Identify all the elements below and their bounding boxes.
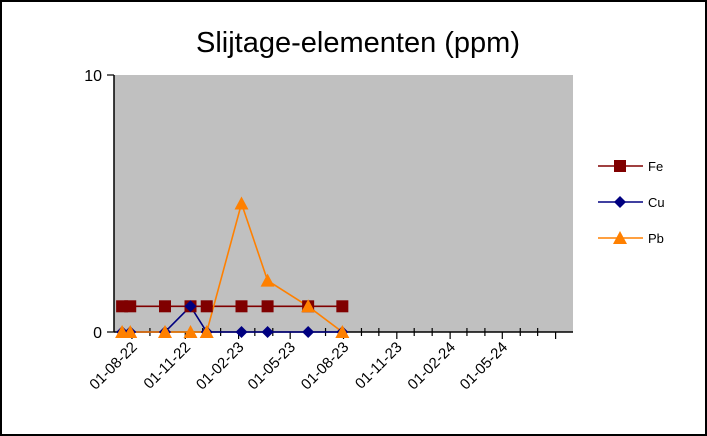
legend-marker-fe <box>614 160 626 172</box>
data-point-pb <box>234 196 249 210</box>
data-point-pb <box>260 273 275 287</box>
y-tick-label: 10 <box>84 68 102 85</box>
data-point-cu <box>235 326 248 338</box>
data-point-pb <box>335 325 350 338</box>
data-point-fe <box>200 300 213 313</box>
data-point-fe <box>159 300 171 313</box>
plot-area <box>114 75 573 332</box>
legend-marker-pb <box>613 231 627 244</box>
y-tick-label: 0 <box>93 325 102 342</box>
legend-label-pb: Pb <box>648 231 664 246</box>
data-point-pb <box>183 325 198 338</box>
legend-label-fe: Fe <box>648 159 663 174</box>
data-point-fe <box>124 300 137 313</box>
data-point-pb <box>301 299 316 313</box>
data-point-pb <box>199 325 214 338</box>
data-point-fe <box>261 300 274 313</box>
data-point-pb <box>158 325 172 338</box>
chart-title: Slijtage-elementen (ppm) <box>196 27 520 59</box>
legend-label-cu: Cu <box>648 195 665 210</box>
data-point-cu <box>302 326 315 338</box>
data-point-fe <box>336 300 349 313</box>
data-point-fe <box>235 300 248 313</box>
data-point-pb <box>123 325 138 338</box>
legend: Fe Cu Pb <box>598 159 665 246</box>
legend-marker-cu <box>614 196 626 208</box>
data-point-cu <box>261 326 274 338</box>
data-point-cu <box>184 300 197 313</box>
